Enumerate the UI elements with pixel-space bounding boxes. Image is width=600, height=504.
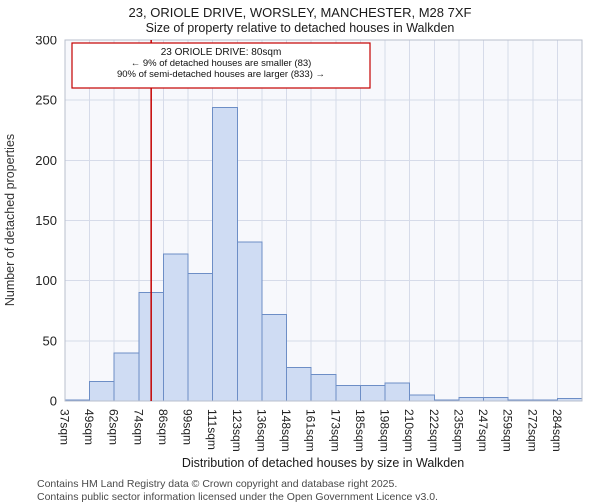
y-tick-label: 50 xyxy=(43,333,57,348)
annotation-line-2: ← 9% of detached houses are smaller (83) xyxy=(131,58,312,69)
x-tick-label: 185sqm xyxy=(353,409,367,452)
y-tick-label: 150 xyxy=(35,213,57,228)
x-tick-label: 49sqm xyxy=(82,409,96,445)
histogram-bar xyxy=(409,394,435,402)
x-tick-label: 247sqm xyxy=(476,409,490,452)
x-tick-label: 222sqm xyxy=(427,409,441,452)
annotation-box: 23 ORIOLE DRIVE: 80sqm ← 9% of detached … xyxy=(71,42,371,89)
chart-title: 23, ORIOLE DRIVE, WORSLEY, MANCHESTER, M… xyxy=(128,5,472,20)
histogram-bar xyxy=(89,381,115,402)
histogram-bar xyxy=(113,352,140,402)
x-axis-tick-labels: 37sqm 49sqm 62sqm 74sqm 86sqm 99sqm 111sqm 123s… xyxy=(58,409,564,452)
x-tick-label: 99sqm xyxy=(181,409,195,445)
histogram-bar xyxy=(236,241,263,402)
histogram-bar xyxy=(187,272,214,402)
footer-line-2: Contains public sector information licen… xyxy=(37,491,438,503)
x-tick-label: 86sqm xyxy=(156,409,170,445)
histogram-bar xyxy=(359,384,386,402)
y-tick-label: 300 xyxy=(35,36,57,48)
histogram-bar xyxy=(162,253,189,402)
x-tick-label: 259sqm xyxy=(501,409,515,452)
y-tick-label: 250 xyxy=(35,93,57,108)
y-tick-label: 100 xyxy=(35,273,57,288)
x-tick-label: 272sqm xyxy=(525,409,539,452)
histogram-bar xyxy=(286,366,312,402)
x-tick-label: 161sqm xyxy=(304,409,318,452)
x-tick-label: 111sqm xyxy=(205,409,219,450)
attribution-footer: Contains HM Land Registry data © Crown c… xyxy=(37,478,600,504)
footer-line-1: Contains HM Land Registry data © Crown c… xyxy=(37,478,398,490)
histogram-bar xyxy=(335,384,361,402)
y-tick-label: 0 xyxy=(50,394,57,409)
histogram-bar xyxy=(212,106,238,402)
histogram-bar xyxy=(384,382,411,402)
x-tick-label: 173sqm xyxy=(328,409,342,452)
x-tick-label: 123sqm xyxy=(230,409,244,452)
x-axis-title: Distribution of detached houses by size … xyxy=(182,456,464,470)
x-tick-label: 235sqm xyxy=(451,409,465,452)
x-tick-label: 37sqm xyxy=(58,409,72,445)
x-tick-label: 148sqm xyxy=(279,409,293,452)
annotation-line-3: 90% of semi-detached houses are larger (… xyxy=(117,69,325,80)
x-tick-label: 210sqm xyxy=(402,409,416,452)
y-axis-title: Number of detached properties xyxy=(3,134,17,306)
histogram-bar xyxy=(458,396,485,402)
histogram-bars xyxy=(64,106,583,402)
x-tick-label: 284sqm xyxy=(550,409,564,452)
chart-subtitle: Size of property relative to detached ho… xyxy=(145,21,455,35)
chart-header: 23, ORIOLE DRIVE, WORSLEY, MANCHESTER, M… xyxy=(0,0,600,36)
histogram-bar xyxy=(310,374,337,402)
x-tick-label: 198sqm xyxy=(378,409,392,452)
histogram-bar xyxy=(261,313,288,402)
histogram-bar xyxy=(483,396,509,402)
plot-border xyxy=(64,39,583,402)
histogram-chart: 23 ORIOLE DRIVE: 80sqm ← 9% of detached … xyxy=(3,33,583,470)
x-tick-label: 62sqm xyxy=(107,409,121,445)
x-tick-label: 136sqm xyxy=(254,409,268,452)
x-tick-label: 74sqm xyxy=(131,409,145,445)
y-tick-label: 200 xyxy=(35,153,57,168)
y-axis-tick-labels: 0 50 100 150 200 250 300 xyxy=(35,33,57,409)
annotation-line-1: 23 ORIOLE DRIVE: 80sqm xyxy=(161,47,282,58)
